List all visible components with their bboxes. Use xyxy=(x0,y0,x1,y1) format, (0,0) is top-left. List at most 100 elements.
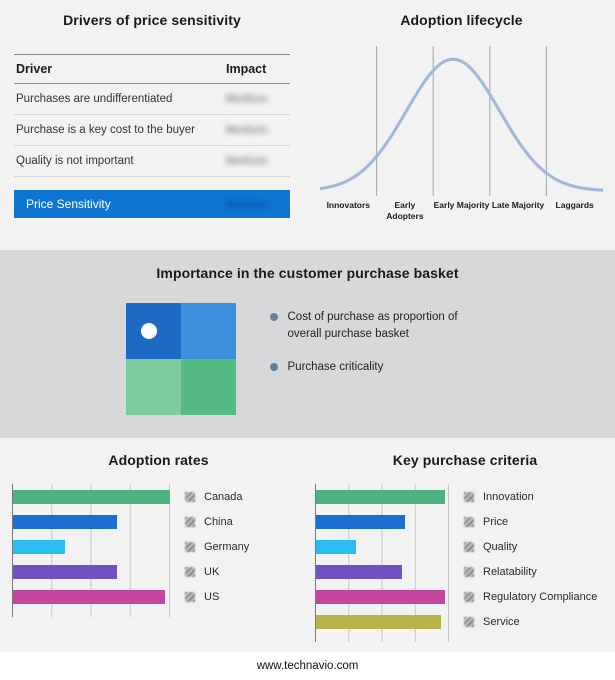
adoption-rates-title: Adoption rates xyxy=(108,452,209,468)
legend-row: Quality xyxy=(464,534,597,559)
table-row: Purchases are undifferentiated Medium xyxy=(14,84,290,115)
legend-label: US xyxy=(204,590,220,603)
legend-marker-blurred-icon xyxy=(185,591,195,602)
bottom-row: Adoption rates Canada China Germany UK US Ke… xyxy=(0,438,615,650)
chart-legend: Canada China Germany UK US xyxy=(185,484,249,617)
legend-row: US xyxy=(185,584,249,609)
bar-plot xyxy=(315,484,449,642)
driver-cell: Purchase is a key cost to the buyer xyxy=(16,124,195,136)
bar-germany xyxy=(13,539,65,554)
legend-label: Relatability xyxy=(483,565,537,578)
legend-row: Canada xyxy=(185,484,249,509)
quadrant-top-right xyxy=(180,303,236,359)
basket-bullet-list: Cost of purchase as proportion of overal… xyxy=(269,303,490,393)
bar-row xyxy=(13,559,170,584)
legend-row: China xyxy=(185,509,249,534)
bullet-dot-icon xyxy=(269,313,278,321)
stage-label: Laggards xyxy=(555,200,594,210)
column-header-driver: Driver xyxy=(16,62,53,76)
lifecycle-title: Adoption lifecycle xyxy=(400,12,523,28)
bullet-text: Purchase criticality xyxy=(287,361,384,374)
legend-marker-blurred-icon xyxy=(464,566,474,577)
drivers-table-header: Driver Impact xyxy=(14,54,290,84)
adoption-rates-panel: Adoption rates Canada China Germany UK US xyxy=(0,452,305,650)
legend-label: Regulatory Compliance xyxy=(483,590,598,603)
legend-row: Innovation xyxy=(464,484,597,509)
basket-content: Cost of purchase as proportion of overal… xyxy=(0,303,615,415)
bar-regulatory-compliance xyxy=(316,589,445,604)
legend-label: Germany xyxy=(204,540,250,553)
bar-row xyxy=(316,559,449,584)
adoption-lifecycle-chart xyxy=(320,44,603,196)
key-purchase-criteria-chart: Innovation Price Quality Relatability Regula… xyxy=(315,484,615,642)
bar-uk xyxy=(13,564,117,579)
bell-curve-line xyxy=(320,57,603,192)
driver-cell: Purchases are undifferentiated xyxy=(16,93,173,105)
column-header-impact: Impact xyxy=(226,62,267,76)
legend-label: Quality xyxy=(483,540,518,553)
legend-row: Regulatory Compliance xyxy=(464,584,597,609)
website-url: www.technavio.com xyxy=(256,660,359,672)
bar-us xyxy=(13,589,166,604)
driver-cell: Quality is not important xyxy=(16,155,134,167)
bar-row xyxy=(13,484,170,509)
legend-label: China xyxy=(204,515,233,528)
bar-row xyxy=(316,534,449,559)
table-row: Quality is not important Medium xyxy=(14,146,290,177)
footer: www.technavio.com xyxy=(0,652,615,680)
bar-row xyxy=(13,534,170,559)
legend-row: Price xyxy=(464,509,597,534)
legend-marker-blurred-icon xyxy=(185,491,195,502)
lifecycle-stage-labels: Innovators Early Adopters Early Majority La… xyxy=(320,197,603,221)
bullet-text: Cost of purchase as proportion of overal… xyxy=(287,311,458,340)
stage-label: Late Majority xyxy=(491,200,545,210)
legend-marker-blurred-icon xyxy=(464,591,474,602)
bar-canada xyxy=(13,489,170,504)
legend-row: Relatability xyxy=(464,559,597,584)
legend-row: Service xyxy=(464,609,597,634)
legend-row: UK xyxy=(185,559,249,584)
stage-label: Innovators xyxy=(326,200,371,210)
bar-innovation xyxy=(316,489,445,504)
legend-label: UK xyxy=(204,565,220,578)
stage-label: Early Majority xyxy=(433,200,490,210)
lifecycle-panel: Adoption lifecycle Innovators Early Adopt… xyxy=(302,12,615,250)
legend-label: Innovation xyxy=(483,490,534,503)
legend-marker-blurred-icon xyxy=(464,491,474,502)
price-sensitivity-impact-blurred: Medium xyxy=(226,199,268,211)
bar-china xyxy=(13,514,117,529)
basket-band: Importance in the customer purchase bask… xyxy=(0,250,615,438)
legend-row: Germany xyxy=(185,534,249,559)
price-sensitivity-row: Price Sensitivity Medium xyxy=(14,190,290,218)
drivers-title: Drivers of price sensitivity xyxy=(63,12,241,28)
quadrant-graphic xyxy=(125,303,236,415)
bar-row xyxy=(13,584,170,609)
key-purchase-criteria-title: Key purchase criteria xyxy=(392,452,538,468)
bar-price xyxy=(316,514,406,529)
bar-service xyxy=(316,614,442,629)
legend-label: Price xyxy=(483,515,509,528)
legend-label: Canada xyxy=(204,490,243,503)
legend-marker-blurred-icon xyxy=(464,516,474,527)
legend-marker-blurred-icon xyxy=(185,566,195,577)
table-row: Purchase is a key cost to the buyer Medi… xyxy=(14,115,290,146)
quadrant-bottom-right xyxy=(180,359,236,415)
top-row: Drivers of price sensitivity Driver Impa… xyxy=(0,0,615,250)
impact-value-blurred: Medium xyxy=(226,124,268,136)
bullet-item: Purchase criticality xyxy=(269,359,490,376)
bullet-dot-icon xyxy=(269,363,278,372)
bar-row xyxy=(316,484,449,509)
quadrant-top-left xyxy=(125,303,181,359)
impact-value-blurred: Medium xyxy=(226,93,268,105)
bar-plot xyxy=(12,484,170,617)
bar-row xyxy=(316,509,449,534)
bell-curve-svg xyxy=(320,46,603,196)
basket-title: Importance in the customer purchase bask… xyxy=(156,265,459,281)
chart-legend: Innovation Price Quality Relatability Regula… xyxy=(464,484,597,642)
legend-marker-blurred-icon xyxy=(185,516,195,527)
bar-quality xyxy=(316,539,356,554)
legend-marker-blurred-icon xyxy=(185,541,195,552)
bar-row xyxy=(316,584,449,609)
bar-row xyxy=(13,509,170,534)
